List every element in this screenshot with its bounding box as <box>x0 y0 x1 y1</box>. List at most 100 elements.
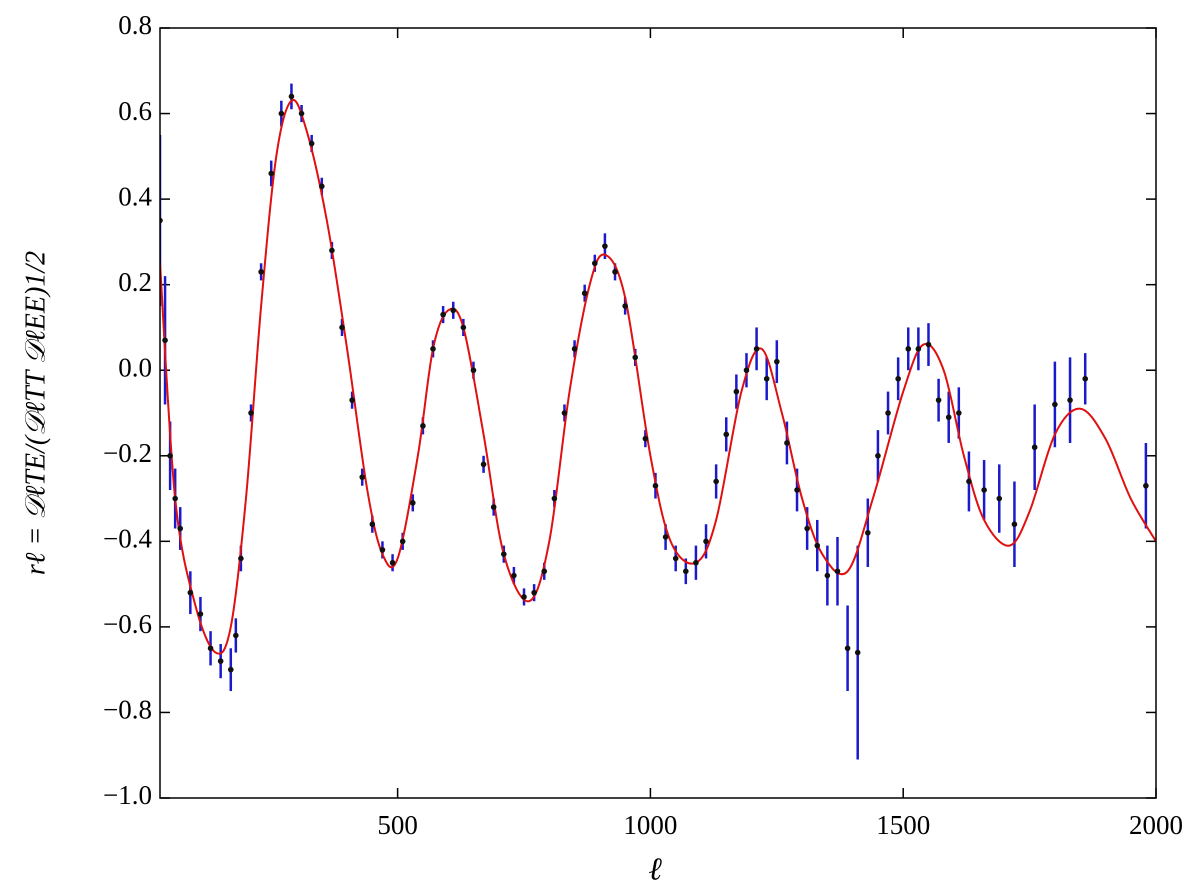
data-point <box>490 504 497 510</box>
data-point <box>804 525 810 532</box>
data-point <box>233 632 239 639</box>
data-point <box>996 495 1003 502</box>
data-point <box>662 534 669 540</box>
data-point <box>713 478 719 485</box>
data-point <box>905 346 912 352</box>
y-tick-label: −0.6 <box>103 609 152 639</box>
data-point <box>329 247 335 254</box>
data-point <box>1067 397 1073 403</box>
data-point <box>581 290 588 297</box>
data-point <box>652 482 659 489</box>
data-point <box>571 346 578 352</box>
data-point <box>450 307 457 314</box>
model-curve <box>160 98 1156 655</box>
data-point <box>915 346 922 352</box>
data-point <box>632 354 639 361</box>
data-point <box>359 474 366 480</box>
data-point <box>187 589 194 596</box>
data-point <box>794 487 800 493</box>
data-point <box>824 572 831 579</box>
data-point <box>278 110 285 117</box>
data-point <box>854 649 861 656</box>
data-point <box>956 410 962 416</box>
data-point <box>844 645 851 652</box>
data-point <box>561 410 568 416</box>
x-tick-label: 1000 <box>623 810 677 840</box>
data-point <box>521 594 527 600</box>
data-point <box>308 140 315 147</box>
x-tick-label: 500 <box>377 810 418 840</box>
data-point <box>834 568 841 575</box>
data-point <box>1011 521 1018 528</box>
data-point <box>865 529 871 536</box>
data-point <box>1143 482 1149 489</box>
data-point <box>743 367 750 374</box>
data-point <box>774 358 780 365</box>
data-point <box>541 568 548 575</box>
data-point <box>440 311 446 318</box>
x-axis-label: ℓ <box>648 850 662 886</box>
data-point <box>602 243 608 249</box>
data-point <box>167 452 173 459</box>
y-tick-label: −1.0 <box>103 780 152 810</box>
data-point <box>935 397 942 403</box>
data-point <box>763 375 770 382</box>
y-tick-label: −0.2 <box>103 438 152 468</box>
plot-frame <box>159 27 1157 799</box>
data-point <box>369 521 376 528</box>
data-point <box>723 431 730 438</box>
data-point <box>238 555 244 562</box>
data-point <box>409 500 416 506</box>
data-point <box>480 461 487 468</box>
data-point <box>814 542 821 549</box>
data-point <box>642 435 649 442</box>
y-tick-label: 0.8 <box>118 10 152 40</box>
data-point <box>399 538 406 545</box>
data-point <box>197 611 204 617</box>
data-point <box>318 183 325 190</box>
data-point <box>784 440 790 446</box>
data-point <box>430 346 436 352</box>
data-point <box>895 375 901 382</box>
data-point <box>339 324 345 331</box>
data-point <box>288 93 295 100</box>
data-point <box>379 547 386 553</box>
y-tick-label: 0.2 <box>118 267 152 297</box>
data-point <box>1052 401 1058 408</box>
data-point <box>885 410 891 416</box>
data-point <box>683 568 689 575</box>
data-point <box>349 397 355 403</box>
data-point <box>733 388 740 395</box>
data-point <box>981 487 987 493</box>
data-point <box>162 337 168 344</box>
data-point <box>500 551 507 557</box>
x-tick-label: 2000 <box>1129 810 1183 840</box>
data-point <box>470 367 477 374</box>
y-axis-label: rℓ = 𝒟ℓTE/(𝒟ℓTT 𝒟ℓEE)1/2 <box>20 251 51 575</box>
data-point <box>925 341 932 348</box>
data-point <box>389 559 396 566</box>
data-point <box>460 324 467 331</box>
data-point <box>268 170 275 177</box>
data-point <box>551 495 558 502</box>
data-point <box>172 495 178 502</box>
y-tick-label: 0.4 <box>118 181 152 211</box>
data-point <box>248 410 254 416</box>
data-point <box>592 260 598 267</box>
data-point <box>622 303 628 309</box>
data-point <box>703 538 709 545</box>
data-point <box>511 572 517 579</box>
data-point <box>420 423 426 429</box>
data-point <box>1031 444 1038 451</box>
data-point <box>207 645 214 652</box>
data-point <box>693 559 699 566</box>
data-point <box>612 269 618 275</box>
x-tick-label: 1500 <box>876 810 930 840</box>
data-point <box>258 269 264 275</box>
data-point <box>217 658 224 664</box>
y-tick-label: 0.0 <box>118 352 152 382</box>
data-point <box>177 525 184 532</box>
data-point <box>875 452 881 459</box>
data-point <box>227 666 234 673</box>
